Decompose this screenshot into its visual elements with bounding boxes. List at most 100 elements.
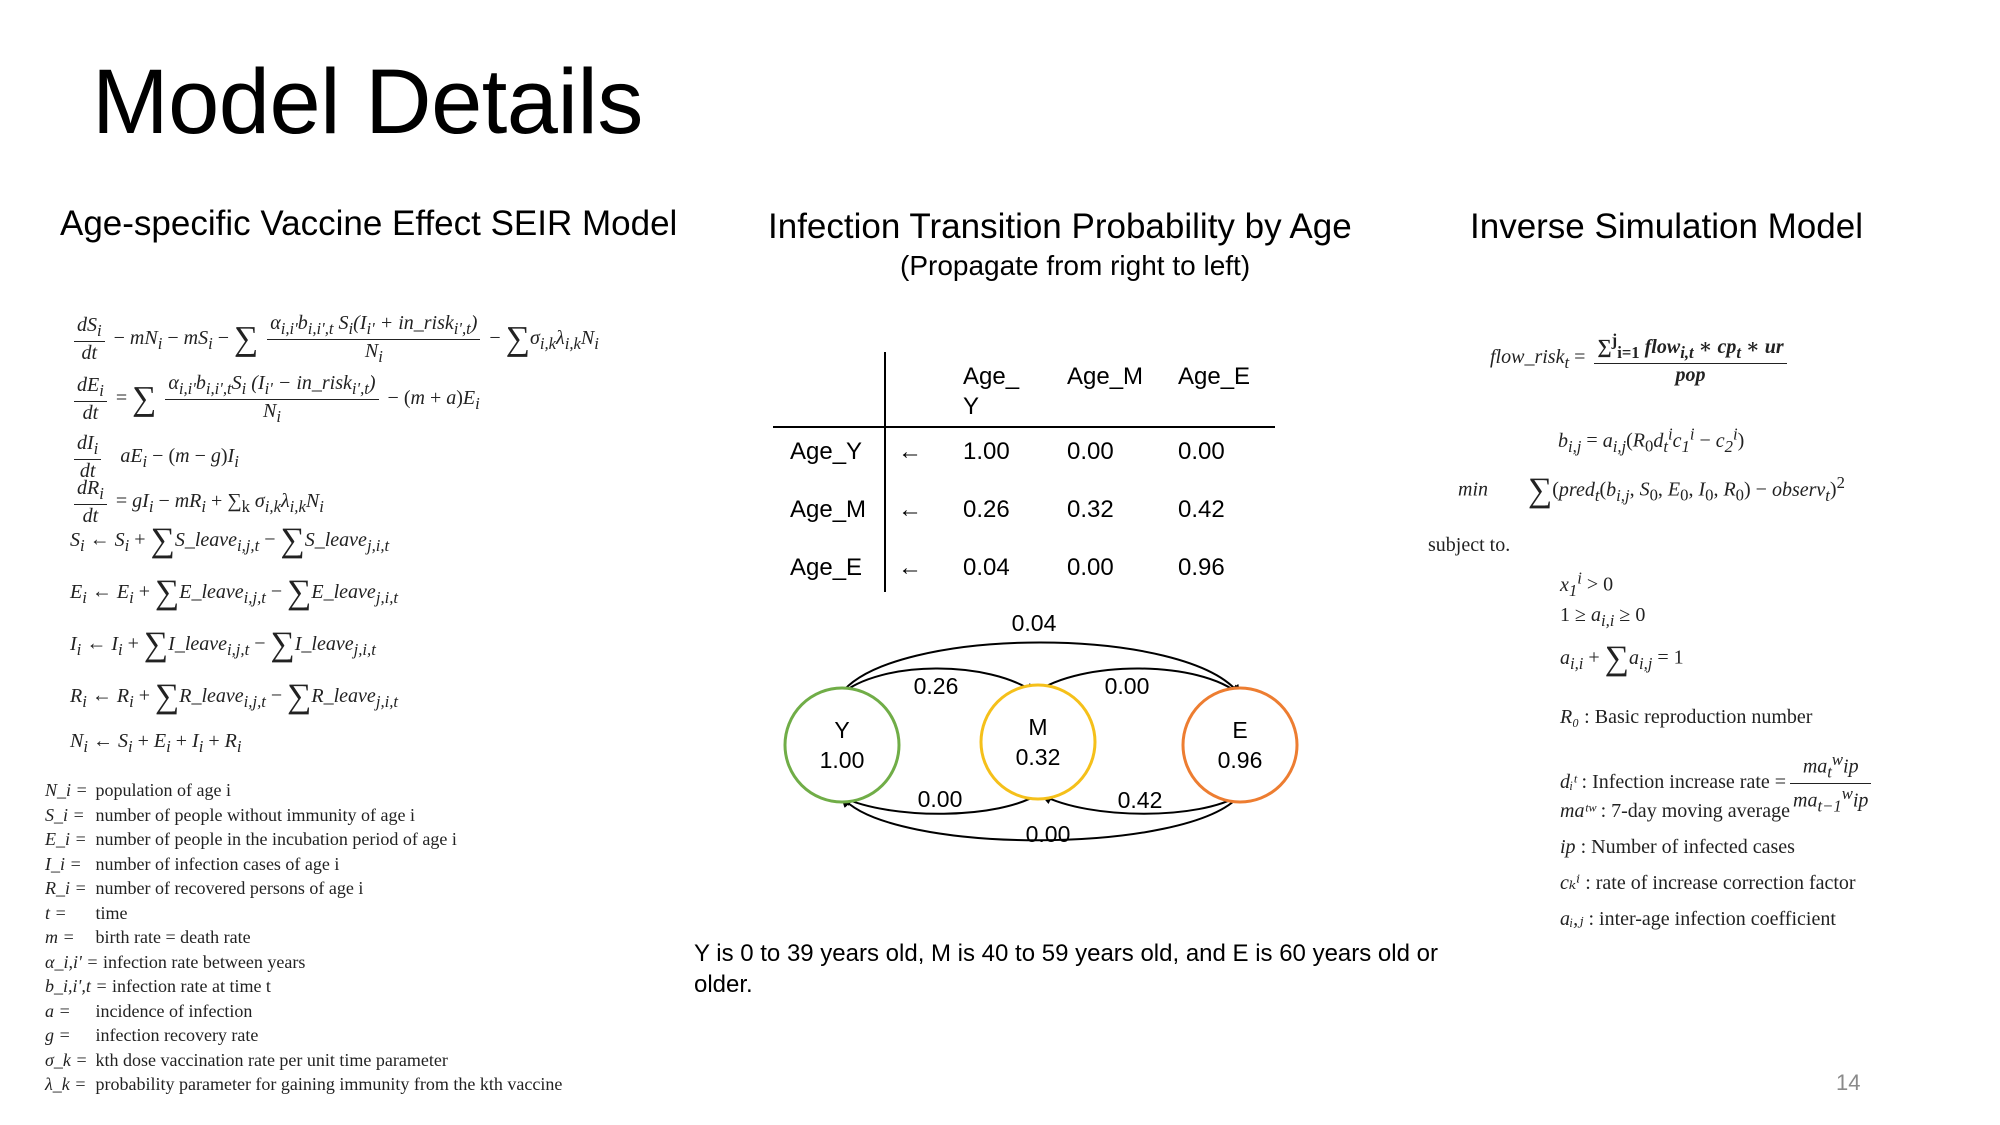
definition-text: probability parameter for gaining immuni… xyxy=(95,1074,563,1094)
edge-m-to-y xyxy=(840,792,1041,815)
edge-label-top-outer: 0.04 xyxy=(1012,610,1057,636)
definition-text: birth rate = death rate xyxy=(95,927,251,947)
table-row-label: Age_M xyxy=(790,496,867,523)
inverse-definition-row: R₀ : Basic reproduction number xyxy=(1560,706,1812,729)
edge-label-top-right: 0.00 xyxy=(1105,673,1150,699)
transition-heading: Infection Transition Probability by Age xyxy=(768,207,1352,246)
equation-S-update: Si ← Si + ∑S_leavei,j,t − ∑S_leavej,i,t xyxy=(70,522,390,559)
increase-rate-fraction: matwip mat−1wip xyxy=(1790,750,1872,816)
definition-symbol: S_i = xyxy=(45,804,85,825)
constraint-a-sum: ai,i + ∑ai,j = 1 xyxy=(1560,640,1684,677)
table-cell: 0.42 xyxy=(1178,496,1225,523)
node-y xyxy=(783,686,901,804)
definition-text: kth dose vaccination rate per unit time … xyxy=(95,1049,448,1070)
edge-label-bottom-outer: 0.00 xyxy=(1026,821,1071,847)
definition-text: number of people in the incubation perio… xyxy=(95,829,457,849)
definition-row: σ_k = kth dose vaccination rate per unit… xyxy=(45,1048,562,1073)
left-arrow-icon: ← xyxy=(898,554,922,581)
definition-symbol: t = xyxy=(45,902,67,923)
definition-row: t = time xyxy=(45,901,562,926)
table-col-age-m: Age_M xyxy=(1067,363,1144,390)
table-cell: 0.26 xyxy=(963,496,1010,523)
table-horizontal-rule xyxy=(773,426,1275,428)
equation-dS: dSi dt − mNi − mSi − ∑ αi,i'bi,i',t Si(Ii… xyxy=(70,312,599,367)
equation-N-update: Ni ← Si + Ei + Ii + Ri xyxy=(70,730,242,756)
inverse-definition-symbol: maᵗʷ xyxy=(1560,800,1596,822)
inverse-definition-row: aᵢ,ⱼ : inter-age infection coefficient xyxy=(1560,906,1836,931)
node-y-name: Y xyxy=(834,717,849,743)
variable-definitions: N_i = population of age i S_i = number of… xyxy=(45,778,562,1097)
age-group-footnote: Y is 0 to 39 years old, M is 40 to 59 ye… xyxy=(694,940,1438,998)
edge-label-bottom-right: 0.42 xyxy=(1118,787,1163,813)
inverse-definition-symbol: ip xyxy=(1560,836,1576,858)
flow-risk-formula: flow_riskt = ∑ji=1 flowi,t ∗ cpt ∗ ur pop xyxy=(1490,330,1791,387)
transition-diagram: Y 1.00 M 0.32 E 0.96 0.04 0.26 0.00 0.00… xyxy=(783,610,1299,847)
table-row-label: Age_Y xyxy=(790,438,863,465)
inverse-definition-symbol: cₖⁱ xyxy=(1560,872,1581,894)
definition-row: S_i = number of people without immunity … xyxy=(45,803,562,828)
table-cell: 0.00 xyxy=(1178,438,1225,465)
edge-label-bottom-left: 0.00 xyxy=(918,786,963,812)
definition-row: I_i = number of infection cases of age i xyxy=(45,852,562,877)
definition-symbol: I_i = xyxy=(45,853,82,874)
inverse-definition-text: : 7-day moving average xyxy=(1600,800,1790,822)
definition-text: population of age i xyxy=(95,780,231,800)
inverse-definition-row: dᵢᵗ : Infection increase rate = matwip mat… xyxy=(1560,750,1875,816)
equation-dI: dIi dt aEi − (m − g)Ii xyxy=(70,432,239,483)
edge-e-to-y xyxy=(840,794,1241,842)
inverse-definition-symbol: aᵢ,ⱼ xyxy=(1560,908,1584,930)
definition-row: α_i,i' = infection rate between years xyxy=(45,950,562,975)
table-col-age-y: Age_ Y xyxy=(963,363,1020,420)
min-label: min xyxy=(1458,478,1488,501)
equation-dR: dRi dt = gIi − mRi + ∑k σi,kλi,kNi xyxy=(70,477,324,528)
definition-text: time xyxy=(95,902,128,923)
b-ij-formula: bi,j = ai,j(R0dtic1i − c2i) xyxy=(1558,424,1745,456)
node-m-value: 0.32 xyxy=(1016,744,1061,770)
definition-text: incidence of infection xyxy=(95,1000,253,1021)
edge-label-top-left: 0.26 xyxy=(914,673,959,699)
constraint-x: x1i > 0 xyxy=(1560,568,1614,600)
definition-symbol: E_i = xyxy=(45,829,87,849)
definition-text: infection rate at time t xyxy=(112,976,271,996)
page-number: 14 xyxy=(1836,1070,1861,1095)
edge-y-to-e xyxy=(839,641,1242,697)
definition-symbol: σ_k = xyxy=(45,1049,88,1070)
equation-dE: dEi dt = ∑ αi,i'bi,i',tSi (Ii' − in_riski… xyxy=(70,372,480,427)
inverse-definition-text: : rate of increase correction factor xyxy=(1585,872,1856,894)
inverse-heading: Inverse Simulation Model xyxy=(1470,207,1863,246)
definition-text: number of infection cases of age i xyxy=(95,853,340,874)
inverse-definition-text: : Basic reproduction number xyxy=(1584,706,1813,728)
table-cell: 0.00 xyxy=(1067,438,1114,465)
node-m xyxy=(979,683,1097,801)
edge-y-to-m xyxy=(839,667,1037,696)
definition-symbol: a = xyxy=(45,1000,71,1021)
table-cell: 0.32 xyxy=(1067,496,1114,523)
inverse-definition-text: : Infection increase rate = xyxy=(1581,770,1787,793)
definition-row: R_i = number of recovered persons of age… xyxy=(45,876,562,901)
inverse-definition-row: cₖⁱ : rate of increase correction factor xyxy=(1560,870,1856,895)
definition-row: g = infection recovery rate xyxy=(45,1023,562,1048)
definition-text: number of recovered persons of age i xyxy=(95,878,364,898)
inverse-definition-symbol: dᵢᵗ xyxy=(1560,770,1577,793)
table-cell: 1.00 xyxy=(963,438,1010,465)
inverse-definition-symbol: R₀ xyxy=(1560,706,1580,728)
definition-symbol: b_i,i',t = xyxy=(45,976,108,996)
slide-title: Model Details xyxy=(92,51,643,153)
definition-text: infection recovery rate xyxy=(95,1025,259,1045)
inverse-definition-row: maᵗʷ : 7-day moving average xyxy=(1560,800,1790,823)
table-vertical-rule xyxy=(884,352,886,592)
edge-e-to-m xyxy=(1040,794,1241,815)
definition-symbol: α_i,i' = xyxy=(45,951,99,972)
definition-symbol: N_i = xyxy=(45,780,88,800)
table-cell: 0.00 xyxy=(1067,554,1114,581)
definition-row: a = incidence of infection xyxy=(45,999,562,1024)
definition-row: E_i = number of people in the incubation… xyxy=(45,827,562,852)
equation-E-update: Ei ← Ei + ∑E_leavei,j,t − ∑E_leavej,i,t xyxy=(70,574,399,611)
definition-row: N_i = population of age i xyxy=(45,778,562,803)
equation-I-update: Ii ← Ii + ∑I_leavei,j,t − ∑I_leavej,i,t xyxy=(70,626,376,663)
table-cell: 0.96 xyxy=(1178,554,1225,581)
edge-m-to-e xyxy=(1034,667,1242,697)
node-e xyxy=(1181,686,1299,804)
node-m-name: M xyxy=(1028,714,1047,740)
node-e-name: E xyxy=(1232,717,1247,743)
